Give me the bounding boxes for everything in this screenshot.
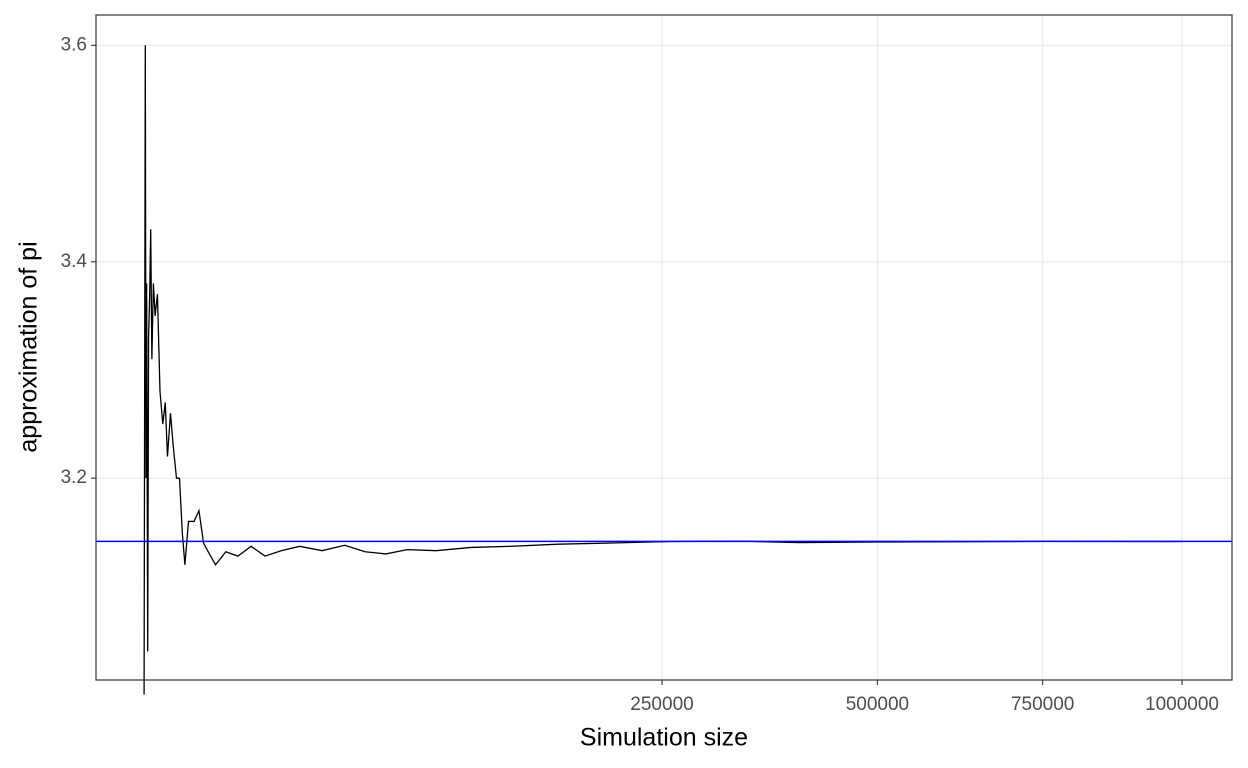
x-axis-title: Simulation size: [580, 724, 748, 752]
y-tick-label: 3.2: [61, 467, 87, 488]
y-axis-title: approximation of pi: [15, 241, 43, 452]
x-tick-label: 1000000: [1145, 694, 1219, 715]
data-line: [143, 45, 1183, 695]
x-tick-label: 750000: [1011, 694, 1074, 715]
y-tick-label: 3.6: [61, 34, 87, 55]
x-tick-label: 250000: [630, 694, 693, 715]
grid: [96, 15, 1232, 680]
ticks: 3.2 3.4 3.6 250000 500000 750000 1000000: [61, 34, 1219, 715]
y-tick-label: 3.4: [61, 251, 88, 272]
plot: [96, 45, 1232, 695]
panel-border: [95, 14, 1233, 681]
x-tick-label: 500000: [846, 694, 909, 715]
